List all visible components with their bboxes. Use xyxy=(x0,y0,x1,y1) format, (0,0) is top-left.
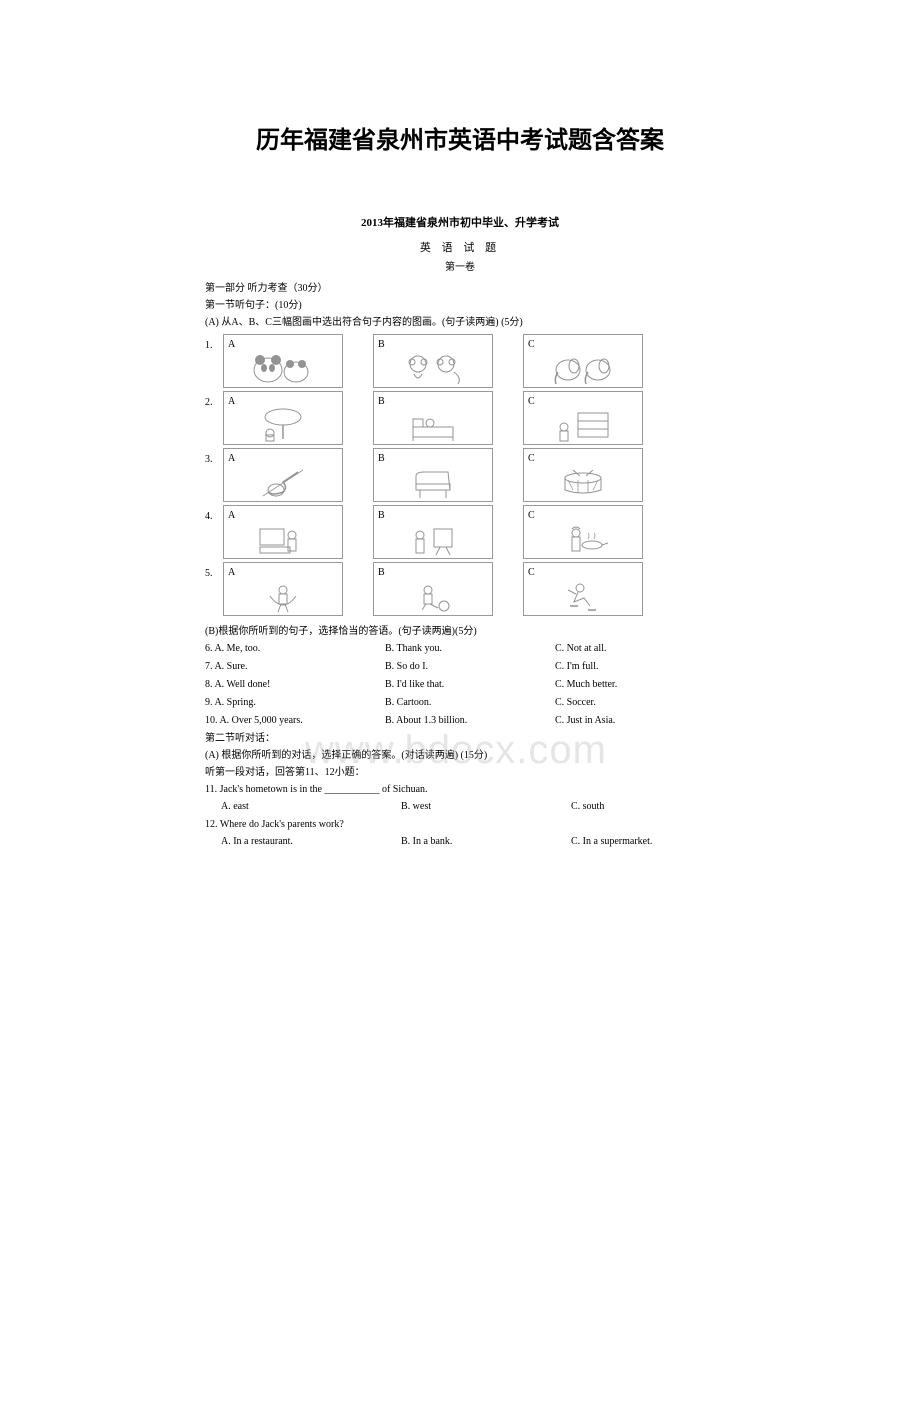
answer-row: 8. A. Well done! B. I'd like that. C. Mu… xyxy=(205,677,715,692)
panda-icon xyxy=(224,335,342,387)
answer-option: 6. A. Me, too. xyxy=(205,641,385,656)
cell-label: B xyxy=(378,337,385,352)
answer-option: 7. A. Sure. xyxy=(205,659,385,674)
violin-icon xyxy=(224,449,342,501)
cell-label: A xyxy=(228,451,235,466)
cell-label: A xyxy=(228,337,235,352)
answer-option: C. Just in Asia. xyxy=(555,713,705,728)
answer-row: 10. A. Over 5,000 years. B. About 1.3 bi… xyxy=(205,713,715,728)
cell-label: B xyxy=(378,451,385,466)
answer-option: B. Cartoon. xyxy=(385,695,555,710)
answer-row: 9. A. Spring. B. Cartoon. C. Soccer. xyxy=(205,695,715,710)
piano-icon xyxy=(374,449,492,501)
picture-cell: C xyxy=(523,562,643,616)
answer-option: A. In a restaurant. xyxy=(221,834,401,849)
question-12: 12. Where do Jack's parents work? xyxy=(205,817,715,832)
instruction-b: (B)根据你所听到的句子，选择恰当的答语。(句子读两遍)(5分) xyxy=(205,624,715,639)
answer-option: B. So do I. xyxy=(385,659,555,674)
listen-1: 听第一段对话，回答第11、12小题： xyxy=(205,765,715,780)
picture-cell: A xyxy=(223,391,343,445)
row-num: 1. xyxy=(205,334,223,388)
cell-label: C xyxy=(528,451,535,466)
cell-label: C xyxy=(528,337,535,352)
answer-option: 10. A. Over 5,000 years. xyxy=(205,713,385,728)
instruction-2a: (A) 根据你所听到的对话，选择正确的答案。(对话读两遍) (15分) xyxy=(205,748,715,763)
picture-cell: A xyxy=(223,448,343,502)
picture-cell: C xyxy=(523,334,643,388)
question-11: 11. Jack's hometown is in the __________… xyxy=(205,782,715,797)
cell-label: C xyxy=(528,508,535,523)
picture-cell: A xyxy=(223,505,343,559)
painting-icon xyxy=(374,506,492,558)
elephant-icon xyxy=(524,335,642,387)
picture-cell: B xyxy=(373,505,493,559)
answer-option: B. Thank you. xyxy=(385,641,555,656)
answer-option: 9. A. Spring. xyxy=(205,695,385,710)
teaching-icon xyxy=(224,506,342,558)
exam-part: 第一卷 xyxy=(205,260,715,275)
picture-row: 2. A B C xyxy=(205,391,715,445)
section-2: 第二节听对话： xyxy=(205,731,715,746)
answer-row: 7. A. Sure. B. So do I. C. I'm full. xyxy=(205,659,715,674)
instruction-a: (A) 从A、B、C三幅图画中选出符合句子内容的图画。(句子读两遍) (5分) xyxy=(205,315,715,330)
picture-row: 1. A B C xyxy=(205,334,715,388)
picture-row: 3. A B C xyxy=(205,448,715,502)
cell-label: C xyxy=(528,565,535,580)
cell-label: A xyxy=(228,565,235,580)
answer-option: B. I'd like that. xyxy=(385,677,555,692)
row-num: 4. xyxy=(205,505,223,559)
cell-label: B xyxy=(378,565,385,580)
football-icon xyxy=(374,563,492,615)
monkey-icon xyxy=(374,335,492,387)
picture-cell: B xyxy=(373,448,493,502)
main-title: 历年福建省泉州市英语中考试题含答案 xyxy=(0,120,920,155)
answer-option: B. In a bank. xyxy=(401,834,571,849)
picture-grid: 1. A B C xyxy=(205,334,715,616)
picture-row: 5. A B C xyxy=(205,562,715,616)
cell-label: B xyxy=(378,394,385,409)
picture-row: 4. A B C xyxy=(205,505,715,559)
answer-option: C. south xyxy=(571,799,721,814)
answer-option: B. west xyxy=(401,799,571,814)
section-1: 第一部分 听力考查（30分） xyxy=(205,281,715,296)
bed-reading-icon xyxy=(374,392,492,444)
section-1-1: 第一节听句子：(10分) xyxy=(205,298,715,313)
answer-option: A. east xyxy=(221,799,401,814)
bookshelf-icon xyxy=(524,392,642,444)
skating-icon xyxy=(524,563,642,615)
row-num: 5. xyxy=(205,562,223,616)
picture-cell: A xyxy=(223,334,343,388)
picture-cell: B xyxy=(373,562,493,616)
row-num: 3. xyxy=(205,448,223,502)
exam-header: 2013年福建省泉州市初中毕业、升学考试 xyxy=(205,215,715,232)
exam-content: www.bdocx.com 2013年福建省泉州市初中毕业、升学考试 英 语 试… xyxy=(205,215,715,849)
picture-cell: B xyxy=(373,391,493,445)
picture-cell: C xyxy=(523,391,643,445)
exam-subtitle: 英 语 试 题 xyxy=(205,240,715,257)
answer-option: 8. A. Well done! xyxy=(205,677,385,692)
answer-option: B. About 1.3 billion. xyxy=(385,713,555,728)
cell-label: B xyxy=(378,508,385,523)
answer-option: C. Soccer. xyxy=(555,695,705,710)
picture-cell: A xyxy=(223,562,343,616)
cell-label: C xyxy=(528,394,535,409)
picture-cell: B xyxy=(373,334,493,388)
row-num: 2. xyxy=(205,391,223,445)
answer-option: C. Not at all. xyxy=(555,641,705,656)
drum-icon xyxy=(524,449,642,501)
picture-cell: C xyxy=(523,505,643,559)
cell-label: A xyxy=(228,508,235,523)
answer-option: C. I'm full. xyxy=(555,659,705,674)
outdoor-reading-icon xyxy=(224,392,342,444)
answer-option: C. Much better. xyxy=(555,677,705,692)
answer-option: C. In a supermarket. xyxy=(571,834,721,849)
cooking-icon xyxy=(524,506,642,558)
cell-label: A xyxy=(228,394,235,409)
jumprope-icon xyxy=(224,563,342,615)
picture-cell: C xyxy=(523,448,643,502)
answer-row: A. In a restaurant. B. In a bank. C. In … xyxy=(205,834,715,849)
answer-row: 6. A. Me, too. B. Thank you. C. Not at a… xyxy=(205,641,715,656)
answer-row: A. east B. west C. south xyxy=(205,799,715,814)
